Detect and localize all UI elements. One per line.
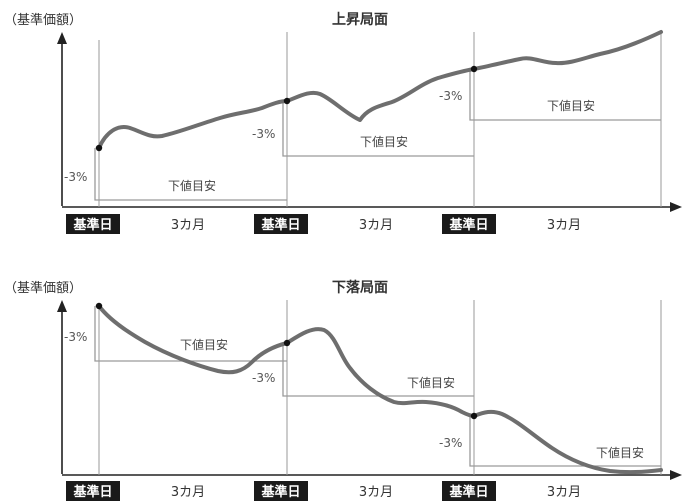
rising-y-axis-arrow xyxy=(57,32,67,44)
falling-guide-bracket-2 xyxy=(282,343,474,397)
rising-base-date-3: 基準日 xyxy=(448,217,488,233)
falling-base-date-badge-2 xyxy=(254,481,308,501)
falling-base-point-1 xyxy=(95,302,103,310)
rising-base-date-1: 基準日 xyxy=(72,217,112,233)
rising-guide-label-1: 下値目安 xyxy=(168,178,216,193)
rising-pct-label-3: -3% xyxy=(439,89,462,103)
rising-period-3: 3カ月 xyxy=(547,218,581,233)
rising-base-point-1 xyxy=(95,144,103,152)
falling-base-date-1: 基準日 xyxy=(72,484,112,500)
falling-period-1: 3カ月 xyxy=(171,485,205,500)
rising-period-1: 3カ月 xyxy=(171,218,205,233)
rising-base-date-badge-3 xyxy=(442,214,496,234)
rising-panel: （基準価額） 上昇局面 -3% -3% -3% 下値目安 下値目安 下値目安 基… xyxy=(4,12,682,234)
rising-base-date-2: 基準日 xyxy=(260,217,300,233)
falling-period-2: 3カ月 xyxy=(359,485,393,500)
rising-guide-label-2: 下値目安 xyxy=(360,134,408,149)
falling-base-date-badge-1 xyxy=(66,481,120,501)
falling-guide-label-3: 下値目安 xyxy=(596,445,644,460)
falling-panel: （基準価額） 下落局面 -3% -3% -3% 下値目安 下値目安 下値目安 基… xyxy=(4,279,682,501)
falling-pct-label-1: -3% xyxy=(64,330,87,344)
rising-price-curve xyxy=(97,30,663,150)
falling-y-axis-arrow xyxy=(57,300,67,312)
rising-pct-label-2: -3% xyxy=(252,127,275,141)
rising-pct-label-1: -3% xyxy=(64,170,87,184)
falling-guide-label-1: 下値目安 xyxy=(180,337,228,352)
rising-x-axis-arrow xyxy=(670,202,682,212)
falling-guide-bracket-1 xyxy=(94,306,287,362)
falling-base-point-3 xyxy=(470,412,478,420)
falling-pct-label-3: -3% xyxy=(439,436,462,450)
falling-x-axis-arrow xyxy=(670,470,682,480)
rising-title: 上昇局面 xyxy=(332,12,388,28)
rising-y-axis-label: （基準価額） xyxy=(4,12,82,28)
rising-guide-bracket-1 xyxy=(94,148,287,201)
rising-guide-bracket-2 xyxy=(282,101,474,157)
falling-base-date-badge-3 xyxy=(442,481,496,501)
falling-title: 下落局面 xyxy=(332,279,388,296)
falling-base-point-2 xyxy=(283,339,291,347)
rising-base-date-badge-2 xyxy=(254,214,308,234)
rising-base-point-3 xyxy=(470,65,478,73)
rising-base-date-badge-1 xyxy=(66,214,120,234)
falling-price-curve xyxy=(97,304,663,475)
rising-guide-bracket-3 xyxy=(469,69,661,121)
falling-pct-label-2: -3% xyxy=(252,371,275,385)
falling-base-date-3: 基準日 xyxy=(448,484,488,500)
falling-period-3: 3カ月 xyxy=(547,485,581,500)
falling-y-axis-label: （基準価額） xyxy=(4,280,82,296)
rising-period-2: 3カ月 xyxy=(359,218,393,233)
falling-base-date-2: 基準日 xyxy=(260,484,300,500)
falling-guide-label-2: 下値目安 xyxy=(407,375,455,390)
rising-guide-label-3: 下値目安 xyxy=(547,98,595,113)
rising-base-point-2 xyxy=(283,97,291,105)
falling-guide-bracket-3 xyxy=(469,416,661,467)
